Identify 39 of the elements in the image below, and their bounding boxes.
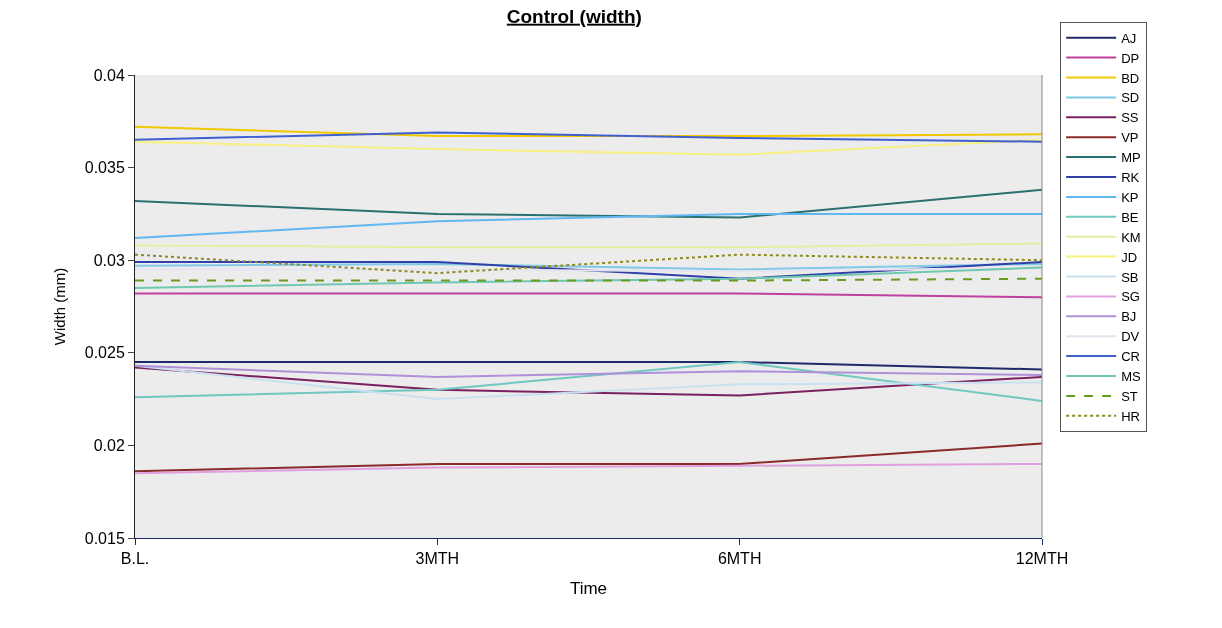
y-tick-label: 0.04 xyxy=(93,66,125,84)
legend-label: CR xyxy=(1121,349,1140,365)
y-tick-label: 0.025 xyxy=(84,344,125,362)
y-tick-label: 0.035 xyxy=(84,159,125,177)
legend-label: SG xyxy=(1121,289,1140,305)
legend-label: VP xyxy=(1121,130,1139,146)
legend-label: HR xyxy=(1121,408,1140,424)
y-tick-label: 0.015 xyxy=(84,529,125,547)
chart-title: Control (width) xyxy=(506,5,642,27)
line-series xyxy=(135,266,1042,289)
line-series xyxy=(135,188,1042,219)
legend-label: BD xyxy=(1121,70,1140,86)
legend-label: SS xyxy=(1121,110,1139,126)
line-series xyxy=(135,364,1042,378)
x-tick-label: 12MTH xyxy=(1015,550,1069,568)
legend-label: MS xyxy=(1121,369,1141,385)
legend-label: DP xyxy=(1121,50,1140,66)
y-axis-title: Width (mm) xyxy=(51,267,68,346)
y-tick-label: 0.03 xyxy=(93,251,125,269)
legend-label: SD xyxy=(1121,90,1140,106)
legend-label: BE xyxy=(1121,209,1139,225)
x-tick-label: 6MTH xyxy=(717,550,762,568)
line-series xyxy=(135,138,1042,156)
legend-label: BJ xyxy=(1121,309,1137,325)
legend-label: SB xyxy=(1121,269,1139,285)
legend-label: DV xyxy=(1121,329,1140,345)
legend-label: AJ xyxy=(1121,30,1137,46)
y-tick-label: 0.02 xyxy=(93,437,125,454)
x-tick-label: B.L. xyxy=(120,550,150,568)
line-series xyxy=(135,131,1042,143)
line-series xyxy=(135,462,1042,475)
legend-label: KP xyxy=(1121,189,1139,205)
legend-label: RK xyxy=(1121,170,1140,186)
legend-label: MP xyxy=(1121,150,1141,166)
x-tick-label: 3MTH xyxy=(415,550,460,568)
x-axis-title: Time xyxy=(569,578,608,598)
legend-label: KM xyxy=(1121,229,1141,245)
legend-label: JD xyxy=(1121,249,1138,265)
legend-label: ST xyxy=(1121,388,1138,404)
